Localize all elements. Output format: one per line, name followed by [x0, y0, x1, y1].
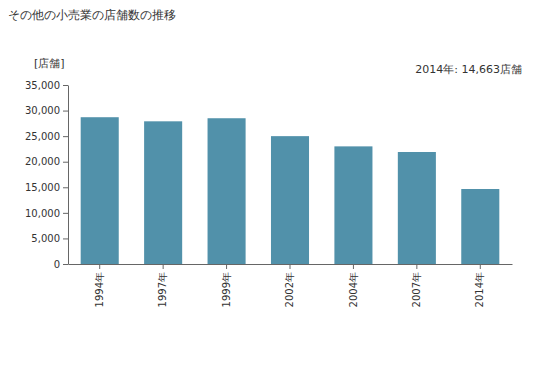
tick-mark — [63, 213, 68, 214]
axis-line — [68, 86, 69, 265]
tick-mark — [99, 264, 100, 269]
tick-mark — [63, 238, 68, 239]
bar — [144, 121, 182, 264]
tick: 2007年 — [411, 264, 422, 307]
tick-mark — [63, 187, 68, 188]
tick-mark — [63, 264, 68, 265]
tick-mark — [63, 111, 68, 112]
title: その他の小売業の店舗数の推移 — [8, 8, 176, 22]
bars — [81, 117, 500, 264]
tick: 5,000 — [31, 233, 68, 244]
tick: 15,000 — [25, 182, 68, 193]
tick-label: 0 — [54, 259, 60, 270]
tick-mark — [290, 264, 291, 269]
chart: その他の小売業の店舗数の推移 [店舗] 2014年: 14,663店舗 0 5,000 1… — [0, 0, 560, 366]
tick-label: 20,000 — [25, 156, 60, 167]
tick-mark — [480, 264, 481, 269]
tick: 1994年 — [94, 264, 105, 307]
tick-label: 30,000 — [25, 105, 60, 116]
tick-label: 25,000 — [25, 131, 60, 142]
bar — [208, 118, 246, 264]
y-label: [店舗] — [34, 57, 65, 70]
tick: 25,000 — [25, 131, 68, 142]
tick: 1999年 — [221, 264, 232, 307]
bar — [81, 117, 119, 264]
tick: 35,000 — [25, 80, 68, 91]
tick-mark — [63, 162, 68, 163]
tick-label: 1997年 — [157, 272, 168, 307]
tick-mark — [353, 264, 354, 269]
bar — [398, 152, 436, 264]
bar — [334, 146, 372, 264]
tick-mark — [63, 85, 68, 86]
tick-label: 2004年 — [348, 272, 359, 307]
tick-label: 2007年 — [411, 272, 422, 307]
tick: 2014年 — [474, 264, 485, 307]
tick: 1997年 — [157, 264, 168, 307]
tick-label: 35,000 — [25, 80, 60, 91]
tick-mark — [63, 136, 68, 137]
tick-mark — [226, 264, 227, 269]
tick: 10,000 — [25, 208, 68, 219]
tick: 2002年 — [284, 264, 295, 307]
tick: 0 — [54, 259, 68, 270]
annotation: 2014年: 14,663店舗 — [415, 63, 522, 76]
tick-label: 2014年 — [474, 272, 485, 307]
tick-label: 5,000 — [31, 233, 60, 244]
tick-label: 1994年 — [94, 272, 105, 307]
tick: 2004年 — [348, 264, 359, 307]
plot: 0 5,000 10,000 15,000 20,000 25,000 30,000 35,0… — [25, 80, 513, 308]
bar — [271, 136, 309, 264]
tick-label: 2002年 — [284, 272, 295, 307]
y-axis: 0 5,000 10,000 15,000 20,000 25,000 30,000 35,0… — [25, 80, 69, 270]
bar — [461, 189, 499, 264]
tick-mark — [163, 264, 164, 269]
tick: 30,000 — [25, 105, 68, 116]
tick-label: 1999年 — [221, 272, 232, 307]
tick-mark — [416, 264, 417, 269]
x-axis: 1994年 1997年 1999年 2002年 2004年 2007年 2014年 — [69, 264, 513, 307]
tick-label: 15,000 — [25, 182, 60, 193]
tick-label: 10,000 — [25, 208, 60, 219]
tick: 20,000 — [25, 156, 68, 167]
